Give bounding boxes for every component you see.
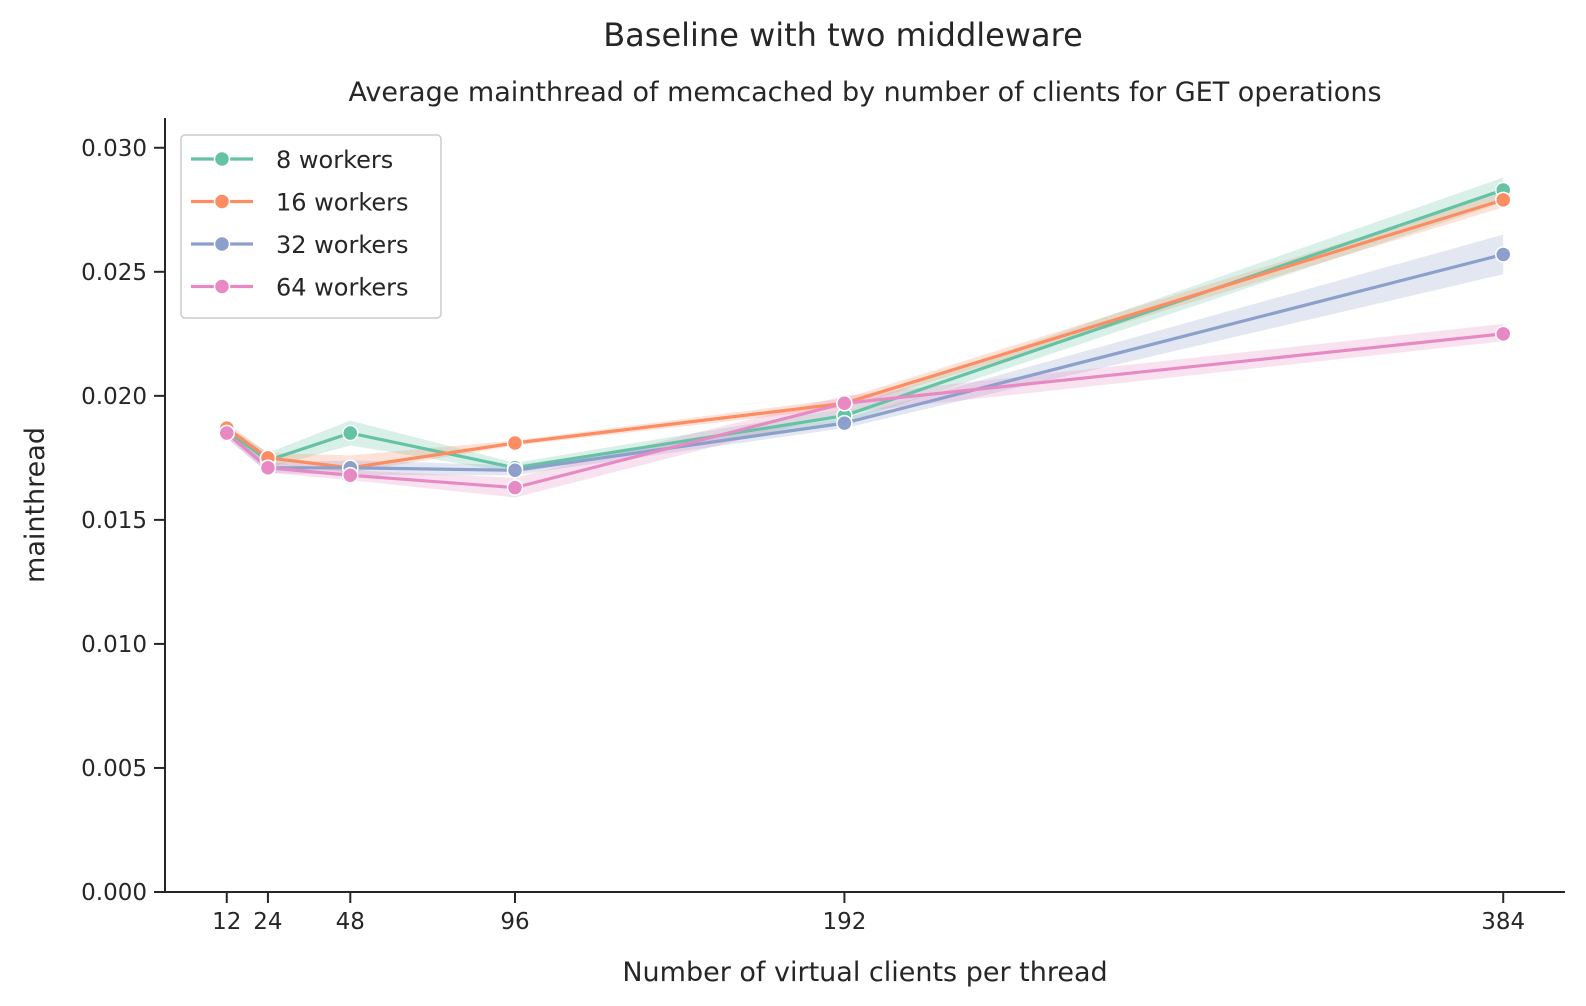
y-tick-label: 0.010	[81, 632, 147, 658]
ci-band-8-workers	[226, 177, 1504, 473]
y-tick-label: 0.005	[81, 756, 147, 782]
series-line-16-workers	[225, 198, 1504, 470]
data-point-16-workers	[1494, 191, 1512, 209]
legend-label: 64 workers	[276, 274, 409, 302]
legend-swatch-marker	[213, 278, 231, 295]
chart-suptitle: Baseline with two middleware	[603, 16, 1083, 54]
x-tick-label: 192	[822, 909, 866, 935]
x-tick-label: 48	[336, 909, 365, 935]
x-tick-label: 24	[253, 909, 282, 935]
legend: 8 workers 16 workers 32 workers 64 workers	[180, 134, 442, 319]
legend-swatch-marker	[213, 235, 231, 253]
data-point-16-workers	[506, 434, 524, 452]
legend-swatch-marker	[213, 193, 231, 210]
x-tick-label: 12	[212, 909, 241, 935]
legend-label: 16 workers	[276, 189, 409, 217]
data-point-32-workers	[506, 462, 524, 479]
legend-label: 32 workers	[276, 231, 409, 259]
legend-label: 8 workers	[276, 146, 393, 174]
data-point-8-workers	[342, 424, 359, 442]
y-tick-label: 0.020	[81, 384, 147, 410]
y-axis-ticks: 0.000 0.005 0.010 0.015 0.020 0.025 0.030	[81, 136, 165, 906]
data-point-64-workers	[259, 459, 277, 477]
y-axis-label: mainthread	[20, 427, 51, 583]
chart-title: Average mainthread of memcached by numbe…	[348, 77, 1381, 108]
x-axis-ticks: 12 24 48 96 192 384	[212, 892, 1525, 935]
legend-swatch-marker	[213, 150, 231, 168]
x-tick-label: 384	[1481, 909, 1525, 935]
series-points	[218, 181, 1512, 496]
y-tick-label: 0.000	[81, 880, 147, 906]
y-tick-label: 0.015	[81, 508, 147, 534]
y-tick-label: 0.030	[81, 136, 147, 162]
data-point-64-workers	[218, 424, 236, 442]
data-point-64-workers	[506, 479, 524, 496]
data-point-32-workers	[1494, 246, 1512, 263]
legend-frame	[180, 134, 442, 319]
data-point-64-workers	[342, 466, 359, 484]
x-tick-label: 96	[500, 909, 529, 935]
data-point-64-workers	[1494, 325, 1512, 343]
data-point-64-workers	[836, 395, 853, 412]
data-point-32-workers	[836, 414, 853, 432]
y-tick-label: 0.025	[81, 260, 147, 286]
x-axis-label: Number of virtual clients per thread	[622, 957, 1107, 988]
